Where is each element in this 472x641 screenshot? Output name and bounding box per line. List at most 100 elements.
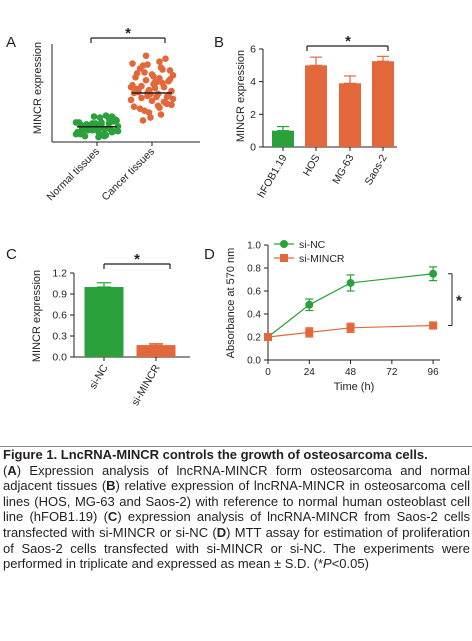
x-tick-label: MG-63 (330, 152, 357, 186)
x-tick-label: 72 (386, 367, 398, 378)
data-point (346, 278, 355, 287)
data-point (151, 84, 159, 92)
x-tick-label: 96 (428, 367, 440, 378)
data-point (114, 123, 122, 130)
y-tick-label: 0.6 (247, 287, 261, 298)
legend-marker (280, 240, 288, 248)
data-point (429, 321, 438, 330)
data-point (145, 109, 153, 116)
caption-title: Figure 1. LncRNA-MINCR controls the grow… (3, 447, 428, 462)
data-point (138, 94, 145, 102)
bar-hos (305, 65, 327, 147)
data-point (159, 79, 166, 87)
x-tick-label: Normal tissues (45, 146, 103, 204)
caption-run: ) relative expression of lncRNA-MINCR in… (3, 478, 470, 525)
data-point (142, 76, 150, 84)
data-point (144, 61, 151, 68)
data-point (132, 88, 139, 96)
caption-body: (A) Expression analysis of lncRNA-MINCR … (3, 463, 470, 572)
significance-star: * (134, 251, 140, 268)
caption-run: ) expression analysis of lncRNA-MINCR fr… (3, 509, 471, 540)
caption-run: ) Expression analysis of lncRNA-MINCR fo… (3, 462, 470, 494)
y-tick-label: 0.0 (247, 356, 261, 367)
data-point (92, 120, 99, 127)
x-tick-label: Cancer tissues (100, 146, 158, 204)
y-tick-label: 6 (250, 44, 256, 56)
data-point (147, 90, 154, 98)
data-point (151, 78, 159, 86)
caption-run: ) MTT assay for estimation of proliferat… (3, 524, 470, 572)
y-axis-label: MINCR expression (235, 50, 247, 142)
x-tick-label: 0 (265, 367, 271, 378)
y-tick-label: 0.2 (247, 333, 261, 344)
caption-run: <0.05) (331, 556, 369, 572)
data-point (127, 83, 135, 91)
x-tick-label: si-NC (87, 362, 111, 391)
bar-si-nc (84, 287, 124, 357)
y-tick-label: 0.0 (52, 352, 67, 364)
caption-run: D (216, 524, 227, 540)
data-point (159, 66, 166, 73)
data-point (305, 328, 314, 337)
figure-caption: Figure 1. LncRNA-MINCR controls the grow… (3, 447, 470, 572)
data-point (169, 95, 177, 103)
panel-letter-a: A (6, 34, 16, 51)
panel-letter-c: C (6, 246, 17, 263)
data-point (139, 117, 147, 124)
data-point (95, 128, 102, 136)
data-point (98, 119, 105, 126)
data-point (130, 103, 138, 111)
caption-run: ( (3, 462, 8, 478)
data-point (129, 60, 136, 67)
y-tick-label: 1.0 (247, 241, 261, 252)
data-point (305, 300, 314, 309)
data-point (162, 55, 169, 62)
y-tick-label: 4 (250, 76, 256, 88)
data-point (132, 74, 139, 81)
x-axis-label: Time (h) (334, 381, 375, 393)
caption-run: A (7, 462, 17, 478)
panel-d: D 0.0 0.2 0.4 0.6 0.8 1.0 0 24 48 72 96 Time (h) Abso… (204, 239, 462, 393)
data-point (105, 120, 113, 127)
series-line-si-mincr (267, 324, 434, 338)
caption-run: B (106, 478, 116, 494)
y-tick-label: 0 (250, 142, 256, 154)
panel-c: C 0.0 0.3 0.6 0.9 1.2 MINCR expression si-NC si-… (6, 246, 190, 408)
data-point (90, 113, 98, 120)
y-axis-label: MINCR expression (31, 270, 43, 362)
series-line-si-nc (267, 273, 434, 338)
data-point (141, 69, 148, 76)
y-tick-label: 1.2 (52, 268, 67, 280)
data-point (83, 121, 90, 128)
y-axis-label: Absorbance at 570 nm (225, 248, 237, 359)
data-point (153, 93, 160, 101)
panel-letter-d: D (204, 246, 215, 263)
legend-marker (280, 254, 288, 262)
significance-star: * (345, 33, 351, 50)
x-tick-label: si-MINCR (129, 362, 162, 408)
data-point (166, 67, 174, 74)
data-point (142, 52, 150, 60)
data-point (156, 104, 163, 111)
caption-divider (0, 446, 472, 447)
legend-label: si-MINCR (299, 253, 345, 265)
x-tick-label: 24 (304, 367, 316, 378)
data-point (429, 269, 438, 278)
data-point (102, 112, 110, 119)
panel-letter-b: B (214, 34, 224, 51)
caption-run: P (323, 556, 332, 572)
bar-hfob1-19 (272, 130, 294, 147)
data-point (264, 333, 272, 341)
y-tick-label: 0.4 (247, 310, 261, 321)
data-point (157, 111, 165, 118)
bar-si-mincr (136, 345, 176, 357)
data-point (74, 129, 81, 137)
data-point (148, 97, 156, 105)
x-tick-label: Saos-2 (363, 152, 390, 187)
significance-star: * (125, 25, 131, 42)
data-point (113, 117, 120, 124)
caption-run: C (107, 509, 118, 525)
